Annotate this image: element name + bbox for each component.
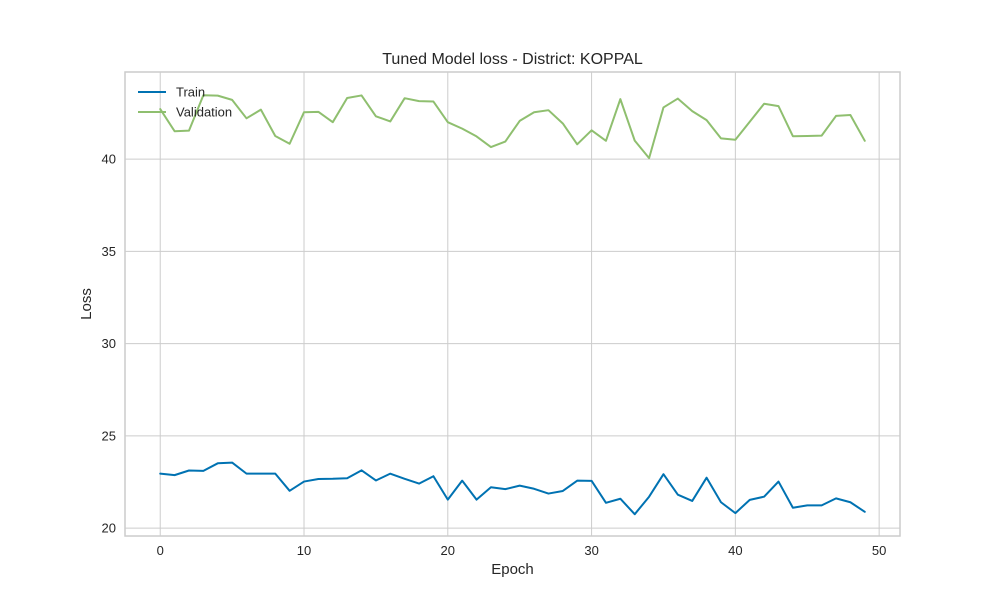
y-tick-label: 40 [102, 152, 116, 167]
x-tick-labels: 0 10 20 30 40 50 [157, 543, 887, 558]
y-tick-label: 25 [102, 428, 116, 443]
chart-title: Tuned Model loss - District: KOPPAL [382, 51, 643, 68]
series-line-validation [159, 94, 866, 160]
y-tick-label: 20 [102, 521, 116, 536]
x-tick-label: 0 [157, 543, 164, 558]
y-axis-label: Loss [78, 288, 95, 320]
x-tick-label: 40 [728, 543, 742, 558]
x-axis-label: Epoch [491, 561, 534, 578]
series-layer [159, 94, 866, 516]
legend-label: Validation [176, 105, 232, 120]
y-tick-label: 35 [102, 244, 116, 259]
x-tick-label: 10 [297, 543, 311, 558]
x-tick-label: 20 [441, 543, 455, 558]
x-tick-label: 50 [872, 543, 886, 558]
x-tick-label: 30 [584, 543, 598, 558]
series-line-train [159, 461, 866, 516]
y-tick-labels: 20 25 30 35 40 [102, 152, 116, 536]
plot-frame [124, 71, 901, 537]
legend-label: Train [176, 85, 205, 100]
grid [125, 72, 900, 536]
legend: Train Validation [138, 85, 232, 120]
y-tick-label: 30 [102, 336, 116, 351]
